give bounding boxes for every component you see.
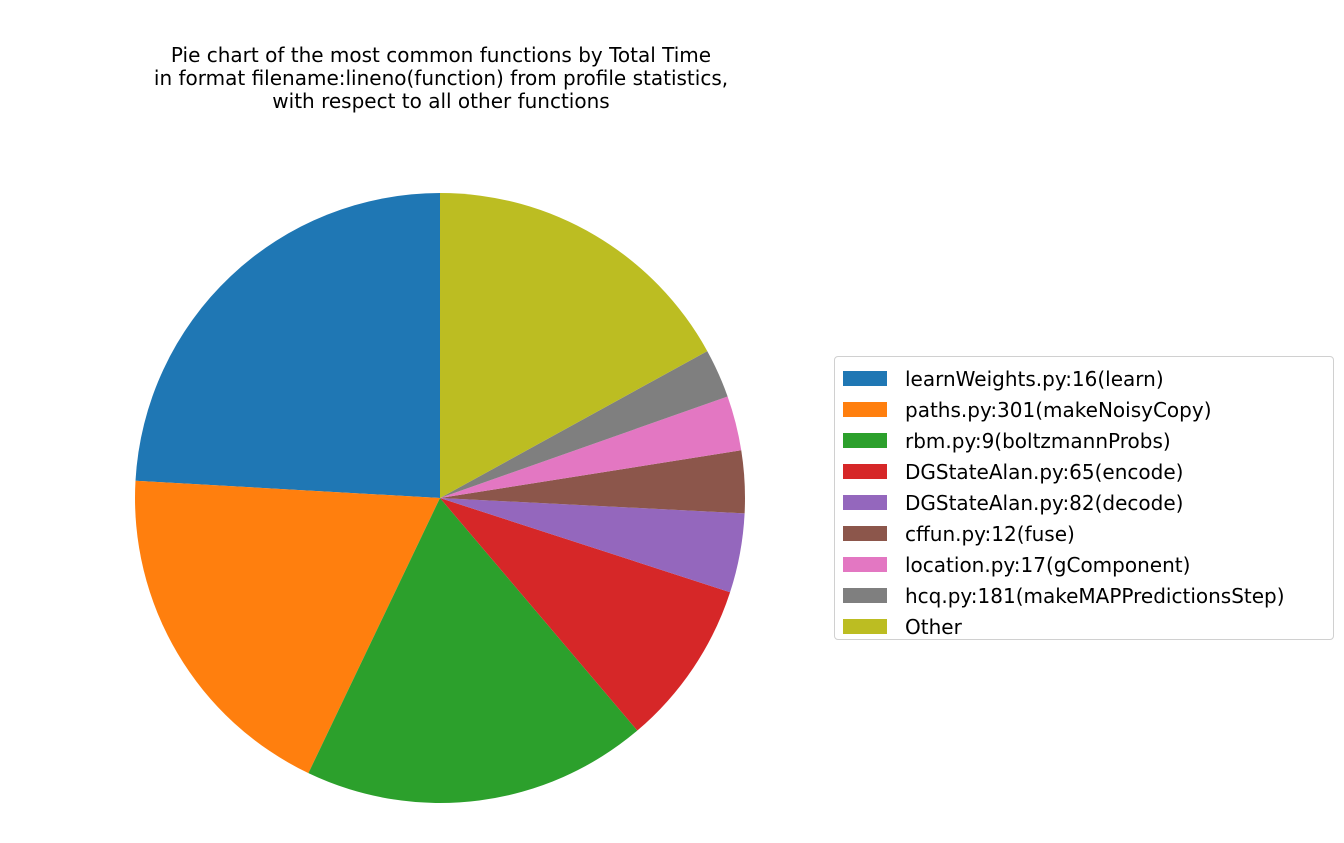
legend-swatch bbox=[843, 464, 887, 479]
pie-slice bbox=[440, 396, 742, 498]
pie-slice bbox=[135, 480, 440, 774]
legend-swatch bbox=[843, 557, 887, 572]
legend-swatch bbox=[843, 495, 887, 510]
legend-item: hcq.py:181(makeMAPPredictionsStep) bbox=[843, 580, 1333, 611]
legend-swatch bbox=[843, 588, 887, 603]
legend-item: paths.py:301(makeNoisyCopy) bbox=[843, 394, 1333, 425]
chart-title-line-2: in format filename:lineno(function) from… bbox=[153, 66, 729, 90]
legend-swatch bbox=[843, 619, 887, 634]
legend-label: hcq.py:181(makeMAPPredictionsStep) bbox=[905, 583, 1285, 608]
pie-slice bbox=[440, 351, 728, 498]
legend-label: Other bbox=[905, 614, 962, 639]
legend-item: learnWeights.py:16(learn) bbox=[843, 363, 1333, 394]
legend-swatch bbox=[843, 526, 887, 541]
pie-slice bbox=[308, 498, 638, 803]
legend-label: cffun.py:12(fuse) bbox=[905, 521, 1075, 546]
legend-item: location.py:17(gComponent) bbox=[843, 549, 1333, 580]
chart-title: Pie chart of the most common functions b… bbox=[40, 44, 842, 113]
chart-title-line-1: Pie chart of the most common functions b… bbox=[170, 43, 712, 67]
legend-label: learnWeights.py:16(learn) bbox=[905, 366, 1164, 391]
chart-title-line-3: with respect to all other functions bbox=[272, 89, 610, 113]
pie-slice bbox=[440, 498, 731, 731]
legend-item: cffun.py:12(fuse) bbox=[843, 518, 1333, 549]
legend-label: paths.py:301(makeNoisyCopy) bbox=[905, 397, 1212, 422]
legend-swatch bbox=[843, 402, 887, 417]
legend-item: Other bbox=[843, 611, 1333, 642]
legend-label: location.py:17(gComponent) bbox=[905, 552, 1191, 577]
legend-swatch bbox=[843, 371, 887, 386]
legend-item: DGStateAlan.py:65(encode) bbox=[843, 456, 1333, 487]
legend-label: DGStateAlan.py:65(encode) bbox=[905, 459, 1184, 484]
legend-item: rbm.py:9(boltzmannProbs) bbox=[843, 425, 1333, 456]
pie-slice bbox=[135, 193, 441, 498]
legend-item: DGStateAlan.py:82(decode) bbox=[843, 487, 1333, 518]
pie-slice bbox=[440, 193, 708, 498]
legend: learnWeights.py:16(learn) paths.py:301(m… bbox=[834, 356, 1334, 640]
pie-slice bbox=[440, 498, 745, 593]
legend-label: DGStateAlan.py:82(decode) bbox=[905, 490, 1184, 515]
pie-slice bbox=[440, 450, 745, 514]
legend-swatch bbox=[843, 433, 887, 448]
pie-slices bbox=[135, 193, 745, 803]
legend-label: rbm.py:9(boltzmannProbs) bbox=[905, 428, 1171, 453]
